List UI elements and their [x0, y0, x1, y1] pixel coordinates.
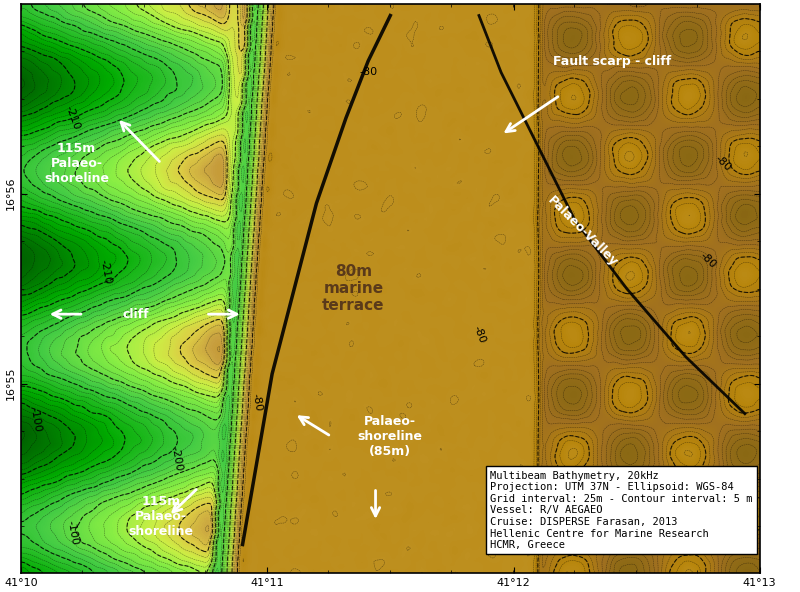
Text: -80: -80 — [471, 324, 486, 345]
Text: 115m
Palaeo-
shoreline: 115m Palaeo- shoreline — [129, 494, 194, 538]
Text: -80: -80 — [251, 392, 264, 412]
Text: Palaeo-Valley: Palaeo-Valley — [545, 194, 620, 269]
Text: Palaeo-
shoreline
(85m): Palaeo- shoreline (85m) — [358, 415, 423, 458]
Text: Fault scarp - cliff: Fault scarp - cliff — [553, 54, 671, 67]
Text: Multibeam Bathymetry, 20kHz
Projection: UTM 37N - Ellipsoid: WGS-84
Grid interva: Multibeam Bathymetry, 20kHz Projection: … — [490, 471, 753, 550]
Text: 115m
Palaeo-
shoreline: 115m Palaeo- shoreline — [44, 142, 109, 185]
Text: -80: -80 — [713, 153, 733, 173]
Text: -80: -80 — [359, 67, 378, 78]
Text: cliff: cliff — [122, 308, 149, 321]
Text: 80m
marine
terrace: 80m marine terrace — [322, 263, 385, 314]
Text: -200: -200 — [169, 446, 183, 472]
Text: -100: -100 — [29, 406, 43, 433]
Text: -80: -80 — [698, 250, 718, 270]
Text: -210: -210 — [64, 104, 82, 131]
Text: -210: -210 — [99, 258, 113, 285]
Text: -100: -100 — [66, 520, 80, 546]
